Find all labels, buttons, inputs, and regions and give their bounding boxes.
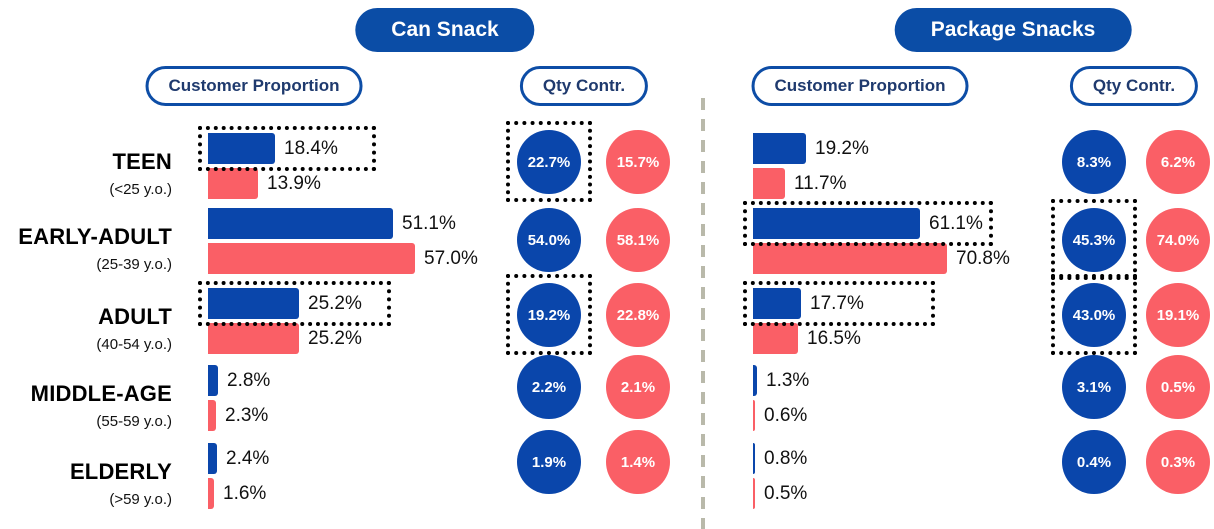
qty-circle-red: 74.0% xyxy=(1146,208,1210,272)
group-label: ELDERLY xyxy=(69,459,172,484)
qty-circle-blue: 0.4% xyxy=(1062,430,1126,494)
qty-circle-red: 58.1% xyxy=(606,208,670,272)
bar-value-label-red: 0.5% xyxy=(764,483,808,504)
bar-value-label-red: 57.0% xyxy=(424,248,478,269)
group-label: ADULT xyxy=(98,304,172,329)
group-label: EARLY-ADULT xyxy=(18,224,172,249)
customer-bar-red xyxy=(753,243,947,274)
bar-value-label-blue: 2.4% xyxy=(226,448,270,469)
customer-proportion-pill-left: Customer Proportion xyxy=(145,66,363,106)
bar-value-label-red: 0.6% xyxy=(764,405,808,426)
customer-bar-blue xyxy=(208,365,218,396)
qty-circle-blue: 2.2% xyxy=(517,355,581,419)
customer-bar-red xyxy=(753,323,798,354)
bar-value-label-blue: 0.8% xyxy=(764,448,808,469)
qty-circle-blue: 3.1% xyxy=(1062,355,1126,419)
bar-value-label-blue: 18.4% xyxy=(284,138,338,159)
qty-circle-red: 0.5% xyxy=(1146,355,1210,419)
customer-bar-red xyxy=(753,168,785,199)
qty-circle-red: 6.2% xyxy=(1146,130,1210,194)
qty-circle-blue: 43.0% xyxy=(1062,283,1126,347)
highlight-box-bar xyxy=(198,281,391,326)
group-label: MIDDLE-AGE xyxy=(30,381,172,406)
highlight-box-bar xyxy=(743,201,993,246)
customer-bar-blue xyxy=(753,288,801,319)
group-age-label: (>59 y.o.) xyxy=(109,491,172,508)
customer-bar-blue xyxy=(208,208,393,239)
highlight-box-bar xyxy=(743,281,935,326)
bar-value-label-red: 11.7% xyxy=(794,173,847,194)
bar-value-label-red: 16.5% xyxy=(807,328,861,349)
qty-circle-blue: 1.9% xyxy=(517,430,581,494)
highlight-box-circle xyxy=(1051,199,1137,280)
highlight-box-bar xyxy=(198,126,376,171)
customer-bar-blue xyxy=(753,208,920,239)
highlight-box-circle xyxy=(506,121,592,202)
qty-circle-red: 0.3% xyxy=(1146,430,1210,494)
bar-value-label-blue: 1.3% xyxy=(766,370,810,391)
customer-bar-blue xyxy=(208,443,217,474)
bar-value-label-blue: 2.8% xyxy=(227,370,271,391)
qty-circle-red: 1.4% xyxy=(606,430,670,494)
qty-circle-red: 22.8% xyxy=(606,283,670,347)
group-age-label: (25-39 y.o.) xyxy=(96,256,172,273)
bar-value-label-red: 13.9% xyxy=(267,173,321,194)
qty-circle-blue: 45.3% xyxy=(1062,208,1126,272)
qty-contr-pill-left: Qty Contr. xyxy=(519,66,649,106)
bar-value-label-red: 25.2% xyxy=(308,328,362,349)
bar-value-label-red: 1.6% xyxy=(223,483,267,504)
panel-title-can-snack: Can Snack xyxy=(355,8,535,52)
group-label: TEEN xyxy=(112,149,172,174)
customer-bar-red xyxy=(208,400,216,431)
customer-bar-blue xyxy=(753,133,806,164)
qty-circle-red: 19.1% xyxy=(1146,283,1210,347)
qty-circle-blue: 22.7% xyxy=(517,130,581,194)
customer-bar-blue xyxy=(753,443,755,474)
customer-bar-red xyxy=(208,168,258,199)
group-age-label: (40-54 y.o.) xyxy=(96,336,172,353)
group-age-label: (55-59 y.o.) xyxy=(96,413,172,430)
qty-circle-blue: 54.0% xyxy=(517,208,581,272)
highlight-box-circle xyxy=(1051,274,1137,355)
panel-title-package-snacks: Package Snacks xyxy=(894,8,1132,52)
bar-value-label-red: 2.3% xyxy=(225,405,269,426)
qty-contr-pill-right: Qty Contr. xyxy=(1069,66,1199,106)
bar-value-label-blue: 17.7% xyxy=(810,293,864,314)
bar-value-label-blue: 19.2% xyxy=(815,138,869,159)
customer-bar-red xyxy=(208,243,415,274)
customer-bar-red xyxy=(208,478,214,509)
highlight-box-circle xyxy=(506,274,592,355)
customer-bar-red xyxy=(208,323,299,354)
panel-divider xyxy=(701,98,705,529)
group-age-label: (<25 y.o.) xyxy=(109,181,172,198)
qty-circle-blue: 19.2% xyxy=(517,283,581,347)
bar-value-label-blue: 25.2% xyxy=(308,293,362,314)
bar-value-label-blue: 61.1% xyxy=(929,213,983,234)
customer-bar-red xyxy=(753,478,755,509)
customer-bar-blue xyxy=(208,288,299,319)
qty-circle-red: 15.7% xyxy=(606,130,670,194)
qty-circle-red: 2.1% xyxy=(606,355,670,419)
customer-bar-red xyxy=(753,400,755,431)
customer-proportion-pill-right: Customer Proportion xyxy=(751,66,969,106)
qty-circle-blue: 8.3% xyxy=(1062,130,1126,194)
bar-value-label-red: 70.8% xyxy=(956,248,1010,269)
customer-bar-blue xyxy=(753,365,757,396)
customer-bar-blue xyxy=(208,133,275,164)
bar-value-label-blue: 51.1% xyxy=(402,213,456,234)
